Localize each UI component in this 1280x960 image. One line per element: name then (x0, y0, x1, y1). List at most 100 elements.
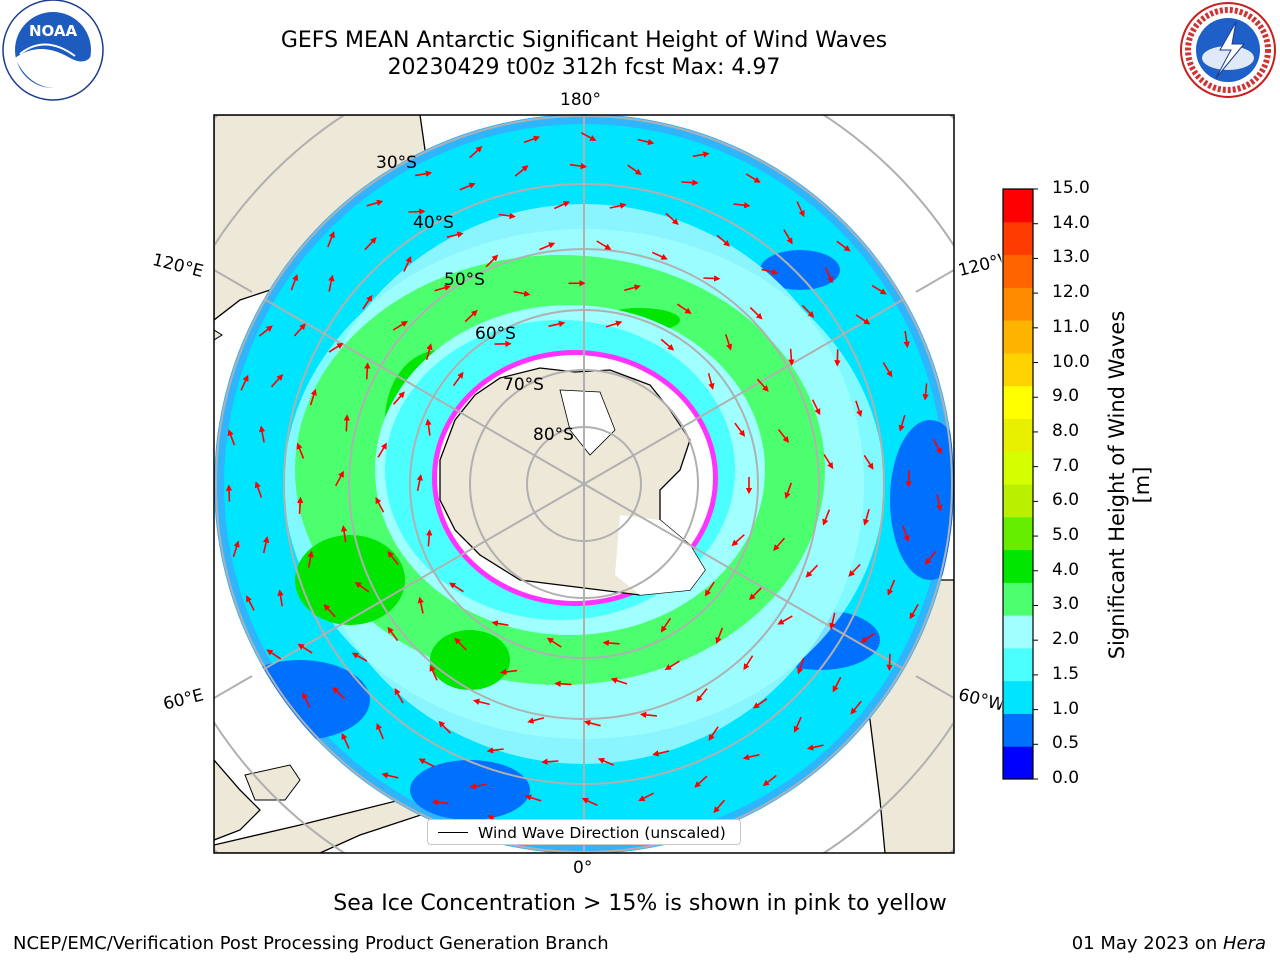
wave-direction-arrow (332, 687, 346, 700)
colorbar-frame (1002, 188, 1034, 780)
colorbar-segment (1003, 385, 1033, 419)
colorbar-segment (1003, 451, 1033, 485)
wave-direction-arrow (692, 151, 710, 158)
wave-direction-arrow (756, 378, 769, 392)
wave-direction-arrow (514, 165, 529, 177)
wave-direction-arrow (734, 422, 746, 437)
lon-label-180: 180° (560, 90, 601, 110)
wave-direction-arrow (425, 343, 433, 361)
wave-direction-arrow (464, 309, 478, 323)
wave-direction-arrow (500, 668, 518, 676)
wave-direction-arrow (855, 314, 871, 325)
wave-direction-arrow (909, 604, 919, 620)
wave-direction-arrow (597, 757, 615, 766)
wave-direction-arrow (246, 595, 255, 611)
wave-direction-arrow (309, 388, 317, 406)
wave-direction-arrow (801, 304, 815, 318)
wave-direction-arrow (343, 414, 351, 432)
wave-direction-arrow (806, 744, 824, 751)
wave-direction-arrow (805, 564, 819, 578)
wave-direction-arrow (715, 627, 724, 644)
wave-direction-arrow (731, 534, 745, 547)
wave-direction-arrow (863, 454, 874, 470)
sea-ice-note: Sea Ice Concentration > 15% is shown in … (333, 891, 947, 916)
wave-direction-arrow (546, 637, 562, 648)
wave-direction-arrow (610, 677, 628, 685)
colorbar-tick-label: 14.0 (1052, 212, 1090, 233)
colorbar (1002, 188, 1038, 780)
colorbar-segment (1003, 287, 1033, 321)
colorbar-segment (1003, 582, 1033, 616)
wave-direction-arrow (871, 284, 887, 295)
colorbar-segment (1003, 615, 1033, 649)
wave-direction-arrow (387, 626, 399, 642)
wave-direction-arrow (742, 753, 760, 761)
wave-direction-arrow (446, 231, 464, 238)
wave-direction-arrow (696, 688, 708, 702)
colorbar-tick-label: 1.5 (1052, 663, 1080, 684)
wave-direction-arrow (836, 240, 851, 252)
wave-direction-arrow (524, 794, 542, 802)
svg-text:NOAA: NOAA (29, 22, 78, 40)
wave-direction-arrow (403, 255, 412, 272)
wave-direction-arrow (454, 637, 467, 651)
colorbar-segment (1003, 484, 1033, 518)
wave-direction-arrow (651, 251, 668, 260)
wave-direction-arrow (434, 284, 452, 292)
colorbar-tick-label: 2.0 (1052, 629, 1080, 650)
wave-direction-arrow (541, 758, 559, 765)
legend-label: Wind Wave Direction (unscaled) (478, 824, 726, 842)
wave-direction-arrow (855, 400, 863, 418)
colorbar-tick-label: 5.0 (1052, 525, 1080, 546)
colorbar-tick-label: 3.0 (1052, 594, 1080, 615)
wave-direction-arrow (392, 391, 405, 405)
wave-direction-arrow (297, 496, 304, 514)
map-legend: Wind Wave Direction (unscaled) (427, 819, 741, 845)
wave-direction-arrow (539, 242, 556, 251)
colorbar-tick-label: 4.0 (1052, 559, 1080, 580)
wave-direction-arrow (569, 162, 588, 170)
wave-direction-arrow (498, 212, 516, 220)
wave-direction-arrow (225, 484, 233, 502)
wave-direction-arrow (749, 306, 763, 320)
wave-direction-arrow (581, 797, 598, 807)
wave-direction-arrow (227, 429, 236, 446)
wave-direction-arrow (351, 652, 368, 662)
wave-direction-arrow (290, 274, 299, 291)
legend-line-swatch (438, 832, 468, 833)
wave-direction-arrow (258, 325, 273, 337)
wave-direction-arrow (469, 146, 483, 159)
wave-direction-arrow (258, 425, 266, 443)
colorbar-segment (1003, 189, 1033, 223)
wave-direction-arrow (486, 747, 504, 754)
wave-direction-arrow (323, 604, 336, 618)
wave-direction-arrow (602, 639, 620, 647)
graticule (214, 114, 954, 854)
footer-date-text: 01 May 2023 on (1071, 933, 1223, 954)
lat-label-50s: 50°S (444, 270, 485, 290)
wave-direction-arrow (822, 509, 831, 526)
lat-label-40s: 40°S (413, 213, 454, 233)
colorbar-tick-label: 15.0 (1052, 178, 1090, 198)
wave-direction-arrow (733, 202, 751, 209)
wave-direction-arrow (762, 774, 777, 787)
wave-direction-arrow (327, 231, 335, 248)
wave-direction-arrow (523, 135, 541, 144)
wave-direction-arrow (676, 303, 692, 314)
wave-direction-arrow (232, 540, 240, 558)
wave-direction-arrow (491, 620, 509, 627)
wave-direction-arrow (708, 726, 719, 741)
wave-direction-arrow (583, 719, 601, 727)
wave-direction-arrow (773, 537, 786, 551)
lat-label-30s: 30°S (376, 153, 417, 173)
colorbar-tick-label: 12.0 (1052, 282, 1090, 303)
wave-direction-arrow (716, 234, 731, 247)
wave-direction-arrow (580, 132, 597, 141)
wave-direction-arrow (297, 643, 313, 654)
wave-direction-arrow (863, 508, 870, 526)
lat-label-60s: 60°S (475, 324, 516, 344)
wave-direction-arrow (882, 362, 893, 378)
wave-direction-arrow (270, 374, 284, 388)
wave-direction-arrow (485, 254, 499, 268)
wave-direction-arrow (704, 581, 715, 597)
